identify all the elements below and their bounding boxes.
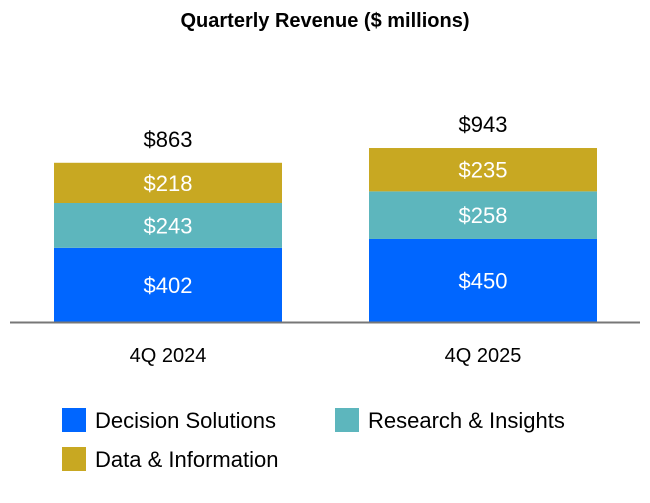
- legend-swatch: [62, 447, 86, 471]
- x-tick-label: 4Q 2024: [130, 345, 207, 367]
- legend-swatch: [62, 408, 86, 432]
- data-label: $450: [459, 268, 508, 293]
- bars-group: $402 $243 $218 $863 $450 $258 $235 $943: [54, 112, 597, 322]
- bar-segment: [369, 238, 597, 322]
- total-label: $863: [144, 127, 193, 152]
- legend-swatch: [335, 408, 359, 432]
- bar-segment: [54, 247, 282, 322]
- data-label: $235: [459, 158, 508, 183]
- x-tick-label: 4Q 2025: [445, 345, 522, 367]
- chart-title: Quarterly Revenue ($ millions): [181, 10, 470, 32]
- data-label: $218: [144, 171, 193, 196]
- legend-label: Data & Information: [95, 447, 278, 472]
- bar-segment: [54, 202, 282, 248]
- total-label: $943: [459, 112, 508, 137]
- data-label: $243: [144, 213, 193, 238]
- bar-segment: [369, 191, 597, 239]
- legend-label: Decision Solutions: [95, 408, 276, 433]
- legend-label: Research & Insights: [368, 408, 565, 433]
- data-label: $402: [144, 273, 193, 298]
- data-label: $258: [459, 203, 508, 228]
- x-tick-labels: 4Q 2024 4Q 2025: [130, 345, 522, 367]
- bar-segment: [369, 148, 597, 192]
- legend: Decision Solutions Research & Insights Dat…: [62, 408, 565, 472]
- bar-segment: [54, 162, 282, 203]
